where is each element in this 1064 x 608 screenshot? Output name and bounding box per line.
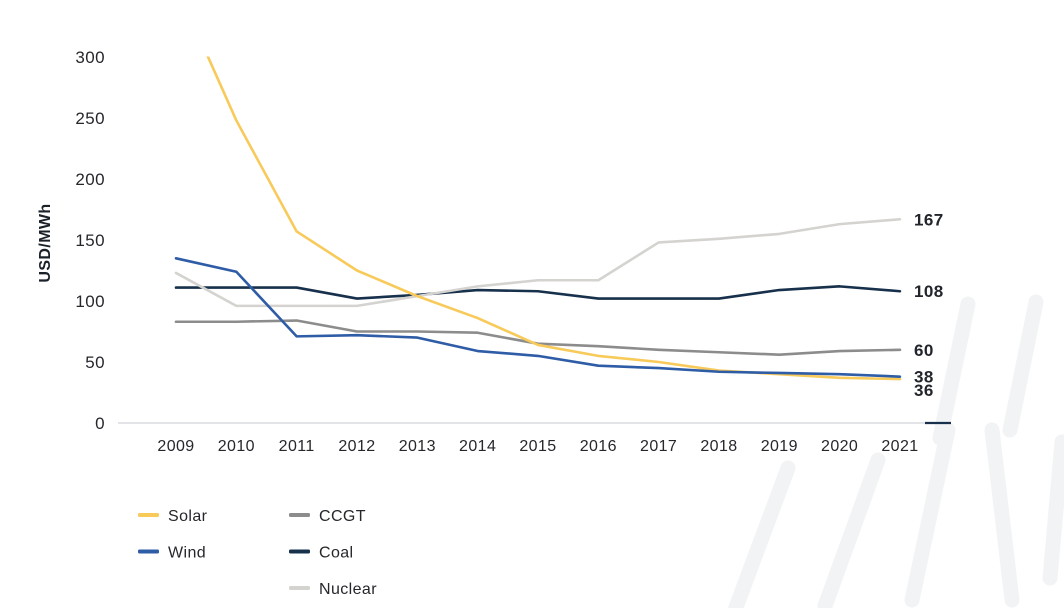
line-ccgt [174,319,902,356]
sunburst-ray [1042,434,1064,586]
legend: Solar Wind CCGT Coal Nuclear [138,508,377,598]
line-coal [174,285,902,300]
end-label-wind: 38 [914,368,934,387]
x-tick-label: 2015 [519,438,556,455]
x-tick-label: 2012 [338,438,375,455]
legend-swatch-wind [138,549,159,554]
series-lines [174,56,902,381]
sunburst-ray [727,460,796,608]
line-wind [174,256,902,378]
x-tick-label: 2010 [218,438,255,455]
end-label-solar: 36 [914,381,934,400]
legend-item-coal: Coal [289,545,354,562]
sunburst-ray [932,296,976,446]
x-tick-label: 2016 [580,438,617,455]
x-tick-label: 2011 [279,438,315,455]
x-tick-label: 2013 [399,438,436,455]
y-tick-label: 200 [75,170,105,189]
legend-swatch-ccgt [289,513,310,517]
end-label-ccgt: 60 [914,341,934,360]
legend-label-nuclear: Nuclear [319,581,377,598]
sunburst-decoration [727,294,1064,608]
y-axis: 0 50 100 150 200 250 300 [75,48,105,433]
legend-label-solar: Solar [168,508,208,525]
y-tick-label: 0 [95,414,105,433]
y-tick-label: 150 [75,231,105,250]
sunburst-ray [904,422,956,608]
sunburst-ray [1002,294,1044,438]
legend-item-ccgt: CCGT [289,508,366,525]
legend-item-nuclear: Nuclear [289,581,377,598]
y-tick-label: 50 [85,353,105,372]
line-nuclear [174,217,902,308]
legend-item-wind: Wind [138,545,206,562]
legend-swatch-coal [289,549,310,554]
x-tick-label: 2017 [640,438,677,455]
legend-label-wind: Wind [168,545,206,562]
x-tick-label: 2019 [761,438,798,455]
end-label-nuclear: 167 [914,210,944,229]
y-tick-label: 100 [75,292,105,311]
sunburst-ray [984,422,1020,608]
y-tick-label: 250 [75,109,105,128]
sunburst-ray [817,452,886,608]
y-axis-title: USD/MWh [37,203,54,282]
x-tick-label: 2021 [881,438,918,455]
legend-item-solar: Solar [138,508,208,525]
x-tick-label: 2009 [157,438,194,455]
legend-label-ccgt: CCGT [319,508,366,525]
x-tick-label: 2014 [459,438,496,455]
x-tick-label: 2020 [821,438,858,455]
y-tick-label: 300 [75,48,105,67]
x-axis: 2009 2010 2011 2012 2013 2014 2015 2016 2017 2018… [118,421,951,455]
x-tick-label: 2018 [700,438,737,455]
legend-label-coal: Coal [319,545,354,562]
legend-swatch-solar [138,513,159,517]
legend-swatch-nuclear [289,586,310,590]
end-label-coal: 108 [914,282,944,301]
